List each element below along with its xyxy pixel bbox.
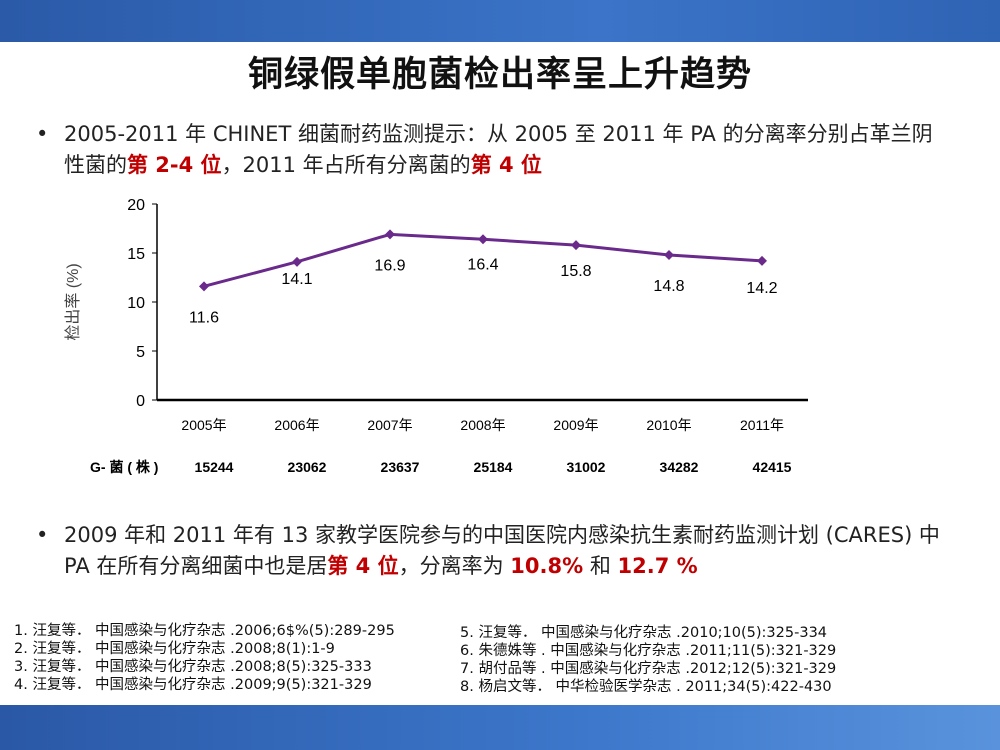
data-label: 15.8 [560,263,591,280]
row-value: 25184 [474,459,513,475]
references-left: 1. 汪复等． 中国感染与化疗杂志 .2006;6$%(5):289-295 2… [14,622,395,694]
x-tick-label: 2005年 [181,417,226,433]
data-point [199,281,209,292]
reference: 3. 汪复等． 中国感染与化疗杂志 .2008;8(5):325-333 [14,659,372,675]
bullet-2: • 2009 年和 2011 年有 13 家教学医院参与的中国医院内感染抗生素耐… [36,523,940,578]
x-tick-label: 2007年 [367,417,412,433]
row-value: 23062 [288,459,327,475]
reference: 6. 朱德姝等 . 中国感染与化疗杂志 .2011;11(5):321-329 [460,643,837,659]
row-label: G- 菌 ( 株 ) [90,459,158,475]
row-value: 42415 [753,459,792,475]
y-tick-label: 10 [127,295,145,312]
x-tick-label: 2011年 [740,417,784,433]
highlight: 第 4 位 [327,554,399,578]
row-value: 15244 [195,459,234,475]
data-point [757,255,767,266]
bullet-text: ，2011 年占所有分离菌的 [221,153,471,177]
x-tick-label: 2008年 [460,417,505,433]
row-value: 31002 [567,459,606,475]
y-tick-label: 0 [136,393,145,410]
data-label: 16.4 [467,256,498,273]
reference: 4. 汪复等． 中国感染与化疗杂志 .2009;9(5):321-329 [14,677,372,693]
highlight: 10.8% [510,554,584,578]
x-tick-label: 2009年 [553,417,598,433]
data-point [664,249,674,260]
bullet-text: 2005-2011 年 CHINET 细菌耐药监测提示：从 2005 至 201… [64,122,933,177]
reference: 7. 胡付品等 . 中国感染与化疗杂志 .2012;12(5):321-329 [460,661,837,677]
row-value: 23637 [381,459,420,475]
footer-bar [0,705,1000,750]
y-tick-label: 20 [127,197,145,214]
y-tick-label: 15 [127,246,145,263]
reference: 2. 汪复等． 中国感染与化疗杂志 .2008;8(1):1-9 [14,641,335,657]
data-point [292,256,302,267]
highlight: 12.7 % [617,554,698,578]
references-right: 5. 汪复等． 中国感染与化疗杂志 .2010;10(5):325-334 6.… [460,624,836,696]
data-point [385,229,395,240]
data-label: 16.9 [374,257,405,274]
reference: 1. 汪复等． 中国感染与化疗杂志 .2006;6$%(5):289-295 [14,623,395,639]
data-point [571,240,581,251]
bullet-text: ，分离率为 [398,554,511,578]
data-label: 11.6 [189,309,219,326]
x-tick-label: 2010年 [646,417,691,433]
highlight: 第 2-4 位 [127,153,222,177]
reference: 8. 杨启文等． 中华检验医学杂志 . 2011;34(5):422-430 [460,679,832,695]
data-point [478,234,488,245]
y-tick-label: 5 [136,344,145,361]
bullet-text: 2009 年和 2011 年有 13 家教学医院参与的中国医院内感染抗生素耐药监… [64,523,940,578]
data-label: 14.1 [281,271,312,288]
data-label: 14.2 [746,280,777,297]
data-label: 14.8 [653,278,684,295]
line-chart: 0 5 10 15 20 检出率 (%) 11.6 2005年 15244 14.1 2006年 23… [64,197,808,475]
y-axis-label: 检出率 (%) [64,263,82,340]
header-bar [0,0,1000,42]
reference: 5. 汪复等． 中国感染与化疗杂志 .2010;10(5):325-334 [460,625,828,641]
slide-title: 铜绿假单胞菌检出率呈上升趋势 [247,55,752,95]
bullet-1: • 2005-2011 年 CHINET 细菌耐药监测提示：从 2005 至 2… [36,122,933,177]
bullet-text: 和 [583,554,618,578]
highlight: 第 4 位 [470,153,542,177]
x-tick-label: 2006年 [274,417,319,433]
row-value: 34282 [660,459,699,475]
